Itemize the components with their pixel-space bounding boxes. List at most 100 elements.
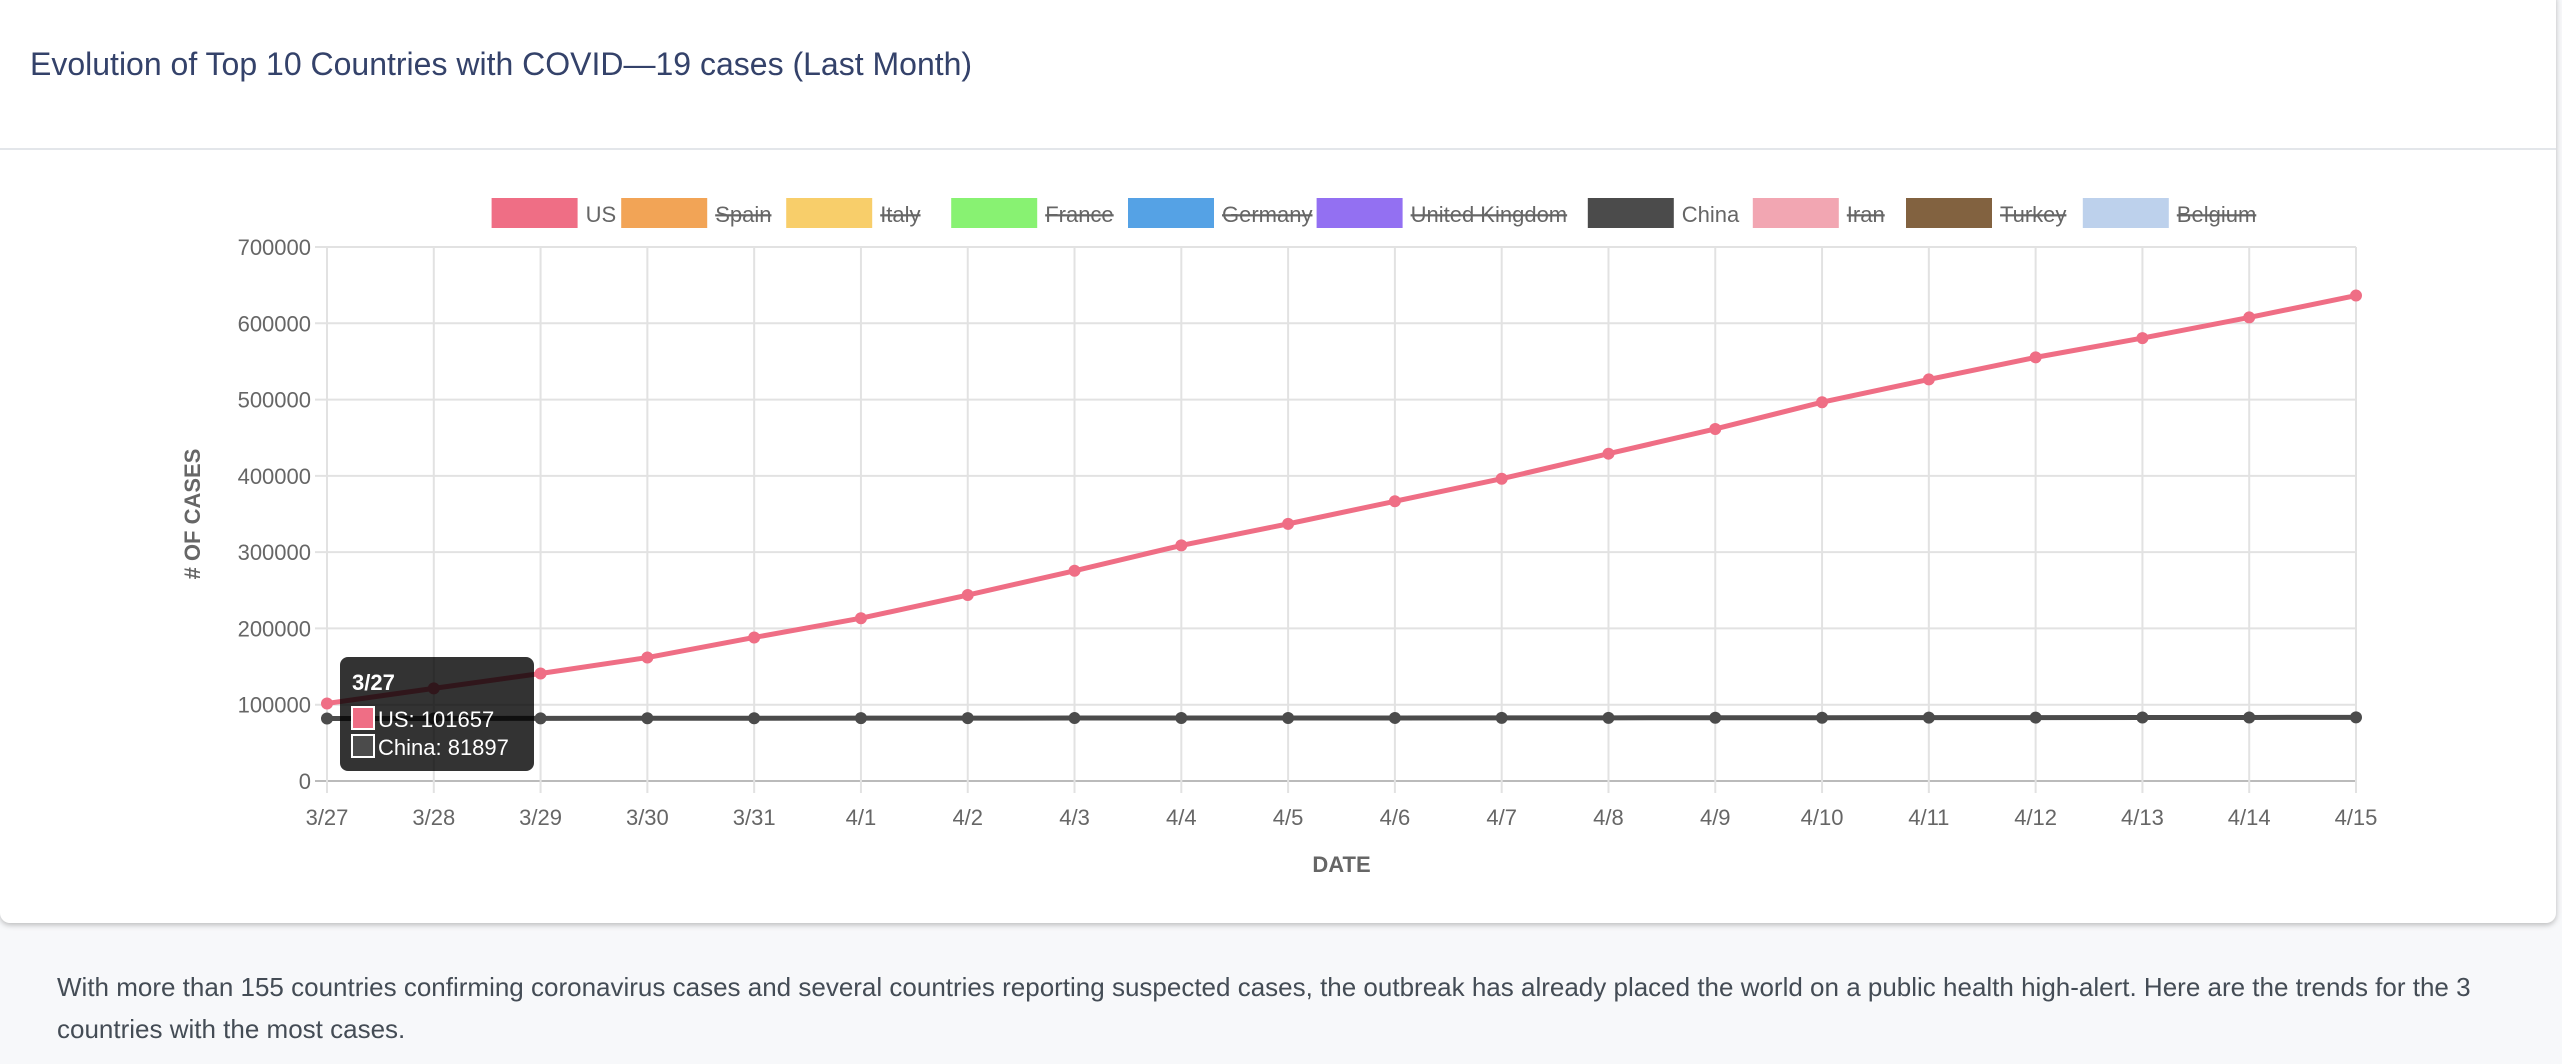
legend-label-united-kingdom[interactable]: United Kingdom	[1411, 202, 1568, 227]
tooltip-title: 3/27	[352, 670, 395, 695]
data-point-us[interactable]	[2136, 332, 2149, 345]
data-point-china[interactable]	[1282, 711, 1295, 724]
x-tick-label: 4/7	[1486, 805, 1517, 830]
x-axis-title: DATE	[1312, 852, 1370, 877]
data-point-china[interactable]	[748, 712, 761, 725]
tooltip-swatch	[351, 706, 375, 730]
line-chart: 0 100000 200000 300000 400000 500000 600000 700…	[180, 198, 2378, 877]
x-tick-label: 4/2	[952, 805, 983, 830]
x-tick-label: 3/27	[306, 805, 349, 830]
legend-swatch-belgium[interactable]	[2082, 198, 2169, 228]
y-tick-label: 700000	[238, 235, 311, 260]
x-tick-label: 3/29	[519, 805, 562, 830]
legend-swatch-china[interactable]	[1587, 198, 1674, 228]
data-point-china[interactable]	[1068, 712, 1081, 725]
legend-label-china[interactable]: China	[1682, 202, 1740, 227]
chart-card: Evolution of Top 10 Countries with COVID…	[0, 0, 2556, 877]
data-point-china[interactable]	[534, 712, 547, 725]
y-tick-label: 100000	[238, 693, 311, 718]
data-point-china[interactable]	[961, 712, 974, 725]
x-tick-label: 4/6	[1380, 805, 1411, 830]
page-title: Evolution of Top 10 Countries with COVID…	[30, 46, 973, 82]
x-tick-label: 4/15	[2335, 805, 2378, 830]
x-tick-label: 3/28	[412, 805, 455, 830]
x-tick-label: 3/30	[626, 805, 669, 830]
data-point-china[interactable]	[1602, 711, 1615, 724]
description-text: With more than 155 countries confirming …	[57, 972, 2471, 1044]
data-point-us[interactable]	[1495, 472, 1508, 485]
legend-label-us[interactable]: US	[586, 202, 617, 227]
legend-label-france[interactable]: France	[1045, 202, 1113, 227]
data-point-china[interactable]	[1388, 711, 1401, 724]
legend-swatch-us[interactable]	[491, 198, 578, 228]
data-point-china[interactable]	[1175, 712, 1188, 725]
legend-label-belgium[interactable]: Belgium	[2177, 202, 2256, 227]
data-point-us[interactable]	[1068, 564, 1081, 577]
data-point-us[interactable]	[1816, 396, 1829, 409]
legend-swatch-iran[interactable]	[1752, 198, 1839, 228]
x-tick-label: 4/13	[2121, 805, 2164, 830]
data-point-us[interactable]	[961, 589, 974, 602]
data-point-us[interactable]	[1282, 517, 1295, 530]
data-point-us[interactable]	[2029, 351, 2042, 364]
data-point-us[interactable]	[641, 651, 654, 664]
data-point-china[interactable]	[321, 712, 333, 725]
legend-swatch-france[interactable]	[951, 198, 1038, 228]
x-tick-label: 4/3	[1059, 805, 1090, 830]
data-point-china[interactable]	[854, 712, 867, 725]
data-point-china[interactable]	[1816, 711, 1829, 724]
y-tick-label: 400000	[238, 464, 311, 489]
legend-swatch-turkey[interactable]	[1906, 198, 1992, 228]
legend-swatch-united-kingdom[interactable]	[1316, 198, 1403, 228]
x-tick-label: 4/4	[1166, 805, 1197, 830]
legend-label-iran[interactable]: Iran	[1847, 202, 1885, 227]
x-tick-label: 4/8	[1593, 805, 1624, 830]
y-axis-title: # OF CASES	[180, 449, 205, 580]
data-point-us[interactable]	[1388, 495, 1401, 508]
legend-swatch-germany[interactable]	[1128, 198, 1214, 228]
x-tick-label: 4/11	[1908, 805, 1949, 830]
tooltip-line: China: 81897	[378, 735, 509, 760]
data-point-us[interactable]	[1709, 422, 1722, 435]
series-line-us	[326, 293, 2357, 706]
data-point-us[interactable]	[2350, 289, 2362, 302]
y-tick-label: 300000	[238, 540, 311, 565]
data-point-us[interactable]	[1602, 447, 1615, 460]
data-point-us[interactable]	[1922, 373, 1935, 386]
series-line-china	[326, 714, 2357, 722]
data-point-us[interactable]	[1175, 539, 1188, 552]
legend-label-italy[interactable]: Italy	[880, 202, 920, 227]
legend-label-turkey[interactable]: Turkey	[2000, 202, 2066, 227]
legend-label-germany[interactable]: Germany	[1222, 202, 1312, 227]
x-tick-label: 3/31	[733, 805, 776, 830]
data-point-us[interactable]	[534, 667, 547, 680]
data-point-us[interactable]	[2243, 311, 2256, 324]
legend-swatch-italy[interactable]	[786, 198, 873, 228]
y-tick-label: 600000	[238, 311, 311, 336]
data-point-china[interactable]	[641, 712, 654, 725]
x-tick-label: 4/14	[2228, 805, 2271, 830]
data-point-us[interactable]	[854, 612, 867, 625]
legend-label-spain[interactable]: Spain	[715, 202, 771, 227]
x-tick-label: 4/12	[2014, 805, 2057, 830]
y-tick-label: 200000	[238, 616, 311, 641]
data-point-china[interactable]	[1495, 711, 1508, 724]
y-tick-label: 0	[299, 769, 311, 794]
x-tick-label: 4/10	[1801, 805, 1844, 830]
x-tick-label: 4/1	[846, 805, 877, 830]
data-point-china[interactable]	[2029, 711, 2042, 724]
x-tick-label: 4/5	[1273, 805, 1304, 830]
tooltip-box	[340, 657, 534, 771]
legend-swatch-spain[interactable]	[621, 198, 708, 228]
data-point-china[interactable]	[2243, 711, 2256, 724]
data-point-china[interactable]	[1709, 711, 1722, 724]
data-point-china[interactable]	[1922, 711, 1935, 724]
data-point-us[interactable]	[748, 631, 761, 644]
data-point-china[interactable]	[2350, 711, 2362, 724]
card-header: Evolution of Top 10 Countries with COVID…	[0, 0, 2556, 150]
y-tick-label: 500000	[238, 388, 311, 413]
x-tick-label: 4/9	[1700, 805, 1731, 830]
data-point-us[interactable]	[321, 697, 333, 710]
tooltip-swatch	[351, 734, 375, 758]
data-point-china[interactable]	[2136, 711, 2149, 724]
